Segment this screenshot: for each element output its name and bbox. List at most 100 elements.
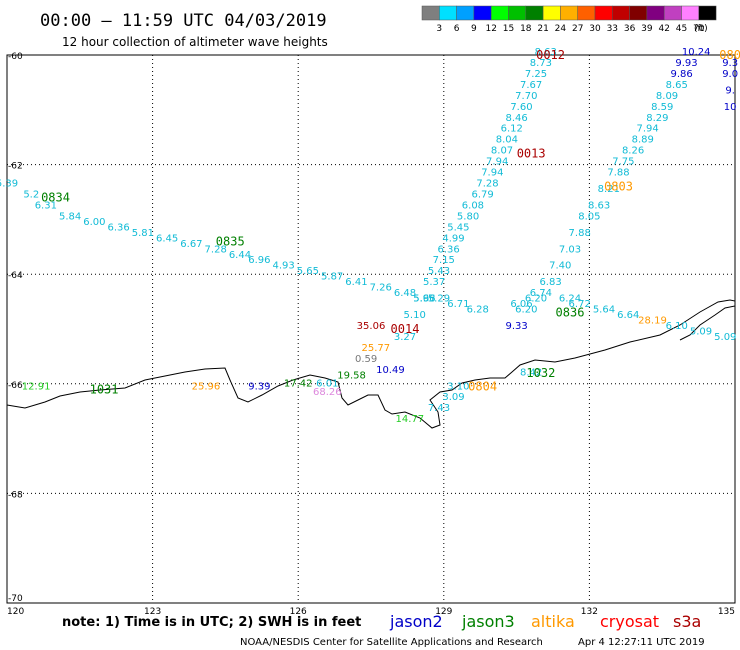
colorbar-swatch (439, 5, 457, 21)
swh-value-label: 6.48 (394, 288, 416, 299)
legend-altika: altika (531, 612, 575, 631)
swh-value-label: 9.39 (248, 381, 270, 392)
swh-value-label: 6.36 (438, 244, 460, 255)
grid (7, 55, 735, 603)
swh-value-label: 8.73 (530, 58, 552, 69)
swh-value-label: 8.42 (520, 368, 542, 379)
swh-value-label: 10.49 (376, 365, 405, 376)
coastline (6, 299, 736, 429)
swh-value-label: 6.10 (666, 321, 688, 332)
swh-value-label: 5.84 (59, 211, 81, 222)
pass-label: 1032 (526, 366, 555, 380)
colorbar-tick: 70 (693, 24, 705, 34)
colorbar-tick: 6 (454, 24, 460, 34)
swh-value-label: 6.83 (539, 277, 561, 288)
colorbar-tick: 24 (555, 24, 567, 34)
swh-value-label: 8.09 (656, 91, 678, 102)
swh-value-label: 7.94 (637, 124, 659, 135)
swh-value-label: 5.80 (457, 211, 479, 222)
swh-value-label: 9.0 (722, 69, 738, 80)
legend: jason2 jason3 altika cryosat s3a (389, 612, 701, 631)
pass-label: 080 (719, 48, 740, 62)
y-tick-label: -60 (8, 52, 23, 62)
colorbar-tick: 33 (607, 24, 618, 34)
pass-label: 0836 (556, 306, 585, 320)
swh-value-label: 25.77 (362, 343, 391, 354)
swh-value-label: 5.65 (297, 266, 319, 277)
swh-value-label: 7.70 (515, 91, 537, 102)
colorbar-tick: 27 (572, 24, 583, 34)
colorbar-swatch (542, 5, 561, 21)
pass-label: 1031 (90, 382, 119, 396)
legend-cryosat: cryosat (600, 612, 659, 631)
pass-label: 0804 (468, 380, 497, 394)
colorbar-swatch (663, 5, 682, 21)
pass-label: 0834 (41, 190, 70, 204)
swh-value-label: 7.40 (549, 261, 571, 272)
swh-value-label: 5.39 (0, 179, 18, 190)
colorbar-tick: 42 (658, 24, 669, 34)
axis-ticks: 120 123 126 129 132 135 -60 -62 -64 -66 -68 -70 (7, 52, 735, 617)
swh-value-label: 5.29 (428, 294, 450, 305)
colorbar-swatch (594, 5, 613, 21)
pass-label: 0835 (216, 234, 245, 248)
swh-value-label: 8.65 (666, 80, 688, 91)
swh-value-label: 7.03 (559, 244, 581, 255)
swh-value-label: 8.63 (588, 200, 610, 211)
swh-value-label: 5.37 (423, 277, 445, 288)
chart-title: 00:00 – 11:59 UTC 04/03/2019 (40, 11, 327, 31)
swh-value-label: 6.08 (462, 200, 484, 211)
swh-value-label: 10 (724, 102, 737, 113)
swh-value-label: 9.86 (670, 69, 692, 80)
colorbar-swatch (698, 5, 717, 21)
swh-value-label: 7.88 (569, 228, 591, 239)
swh-value-label: 8.04 (496, 135, 518, 146)
colorbar-swatch (456, 5, 475, 21)
colorbar-tick: 15 (503, 24, 514, 34)
y-tick-label: -68 (8, 490, 23, 500)
swh-value-label: 7.94 (481, 168, 503, 179)
swh-value-label: 9.93 (675, 58, 697, 69)
swh-value-label: 6.45 (156, 233, 178, 244)
swh-value-label: 6.72 (569, 299, 591, 310)
colorbar-swatch (560, 5, 578, 21)
swh-value-label: 7.15 (433, 255, 455, 266)
footer-note: note: 1) Time is in UTC; 2) SWH is in fe… (62, 615, 361, 630)
colorbar-swatch (612, 5, 630, 21)
swh-value-label: 28.19 (638, 316, 667, 327)
colorbar-tick: 39 (641, 24, 653, 34)
swh-value-label: 5.2 (23, 189, 39, 200)
pass-label: 0803 (604, 180, 633, 194)
swh-value-label: 4.99 (442, 233, 464, 244)
y-tick-label: -64 (8, 271, 23, 281)
swh-value-label: 6.64 (617, 310, 639, 321)
swh-value-label: 6.67 (180, 239, 202, 250)
colorbar-swatch (577, 5, 596, 21)
colorbar-tick: 45 (676, 24, 687, 34)
pass-label: 0013 (517, 147, 546, 161)
colorbar-tick: 18 (520, 24, 532, 34)
swh-value-label: 6.00 (83, 217, 105, 228)
colorbar-swatch (508, 5, 527, 21)
swh-value-label: 7.28 (476, 179, 498, 190)
footer-credit: NOAA/NESDIS Center for Satellite Applica… (240, 637, 543, 648)
swh-value-label: 19.58 (337, 370, 366, 381)
x-tick-label: 135 (718, 607, 735, 617)
y-tick-label: -66 (8, 381, 23, 391)
swh-value-label: 10.24 (682, 47, 711, 58)
swh-value-label: 6.28 (467, 305, 489, 316)
swh-value-label: 5.09 (714, 332, 736, 343)
swh-value-label: 5.93 (413, 294, 435, 305)
pass-label: 0012 (536, 48, 565, 62)
swh-value-label: 8.46 (505, 113, 527, 124)
swh-value-label: 8.05 (578, 211, 600, 222)
swh-value-label: 6.06 (510, 299, 532, 310)
swh-value-label: 8.63 (535, 47, 557, 58)
footer-timestamp: Apr 4 12:27:11 UTC 2019 (578, 637, 705, 648)
chart-subtitle: 12 hour collection of altimeter wave hei… (62, 35, 328, 49)
swh-value-label: 7.28 (205, 244, 227, 255)
swh-value-label: 6.24 (559, 294, 581, 305)
swh-value-label: 6.31 (35, 200, 57, 211)
swh-value-label: 8.21 (598, 184, 620, 195)
colorbar-tick: 12 (485, 24, 496, 34)
